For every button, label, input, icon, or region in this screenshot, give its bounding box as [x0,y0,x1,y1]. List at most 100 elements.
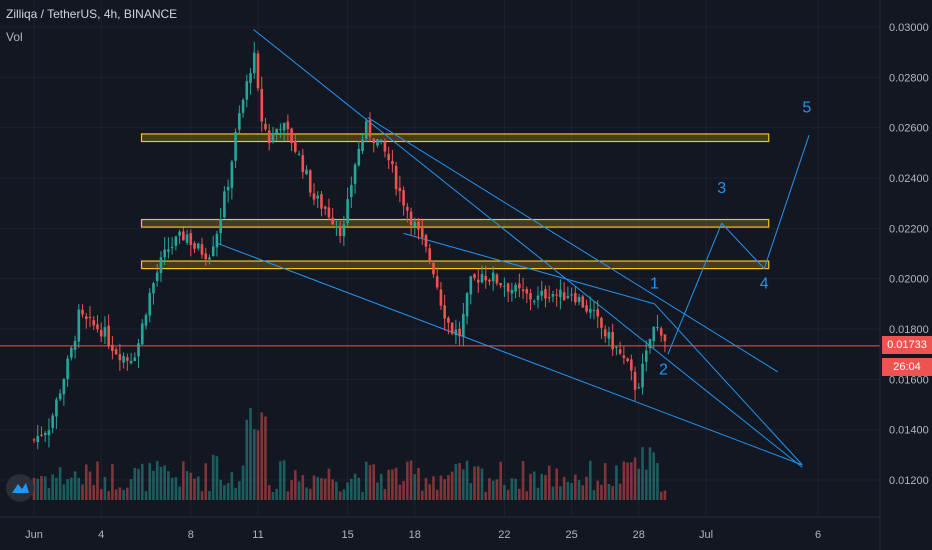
volume-bar [279,461,282,500]
volume-bar [648,447,652,500]
candle-body [428,248,432,262]
wave-label: 2 [659,361,668,378]
candle-body [320,194,323,209]
candle [223,186,226,219]
volume-bar [114,489,118,500]
candle [562,282,566,301]
volume-bar [577,480,581,500]
candle [126,353,129,371]
candle [488,278,491,286]
candle-body [424,235,428,247]
volume-bar [103,476,107,500]
volume-bar [618,483,622,500]
candle [327,198,331,220]
candle [144,312,148,330]
projection-path[interactable] [667,135,810,355]
candle [331,208,334,226]
volume-bar [47,488,51,500]
volume-bar [297,481,301,500]
candle-body [84,316,88,320]
trendlines[interactable] [217,29,803,468]
candle-body [88,316,92,318]
volume-bar [547,465,551,500]
candle [544,285,547,308]
candle [409,207,413,236]
candle-body [357,148,361,166]
volume-bar [301,475,305,500]
candle-body [618,349,622,354]
resistance-zones[interactable] [140,133,770,270]
candle [443,294,446,331]
volume-bar [96,461,99,500]
candle-body [297,153,301,155]
volume-bar [622,461,626,500]
candle-body [189,233,193,245]
volume-bar [200,491,204,500]
candle [532,299,536,305]
candle-body [484,275,488,281]
candle [155,264,159,287]
price-axis[interactable]: 0.03000 0.02800 0.02600 0.02400 0.02200 0.020… [889,22,929,487]
volume-bar [402,481,405,500]
candle-body [439,289,443,306]
candle [465,292,469,325]
candle-body [219,218,222,234]
trendline [403,232,655,305]
candle-body [178,231,181,236]
candle [585,299,588,314]
candle-body [577,296,581,303]
volume-bar [81,484,84,500]
volume-bar [391,469,394,500]
volume-bar [167,471,170,500]
x-tick-label: 11 [252,529,263,541]
volume-bar [286,491,290,500]
candle-body [144,315,148,326]
candle-body [122,355,125,363]
candle [652,326,656,349]
trendline [253,29,803,468]
volume-bar [140,463,144,500]
candle [473,273,476,281]
volume-indicator-label[interactable]: Vol [6,30,23,44]
candle-body [137,343,140,357]
volume-bar [469,483,473,500]
symbol-title[interactable]: Zilliqa / TetherUS, 4h, BINANCE [6,7,178,21]
volume-bar [338,491,342,500]
trendline [654,303,803,466]
candle-body [372,138,376,144]
volume-bar [559,486,562,500]
candle-body [615,346,618,348]
time-axis[interactable]: Jun 4 8 11 15 18 22 25 28 Jul 6 [25,529,821,541]
candle-body [413,221,417,227]
candle [559,279,562,310]
volume-bar [271,491,275,500]
candle [118,343,122,371]
volume-bar [99,489,103,500]
candle-body [376,139,379,146]
candle-body [66,358,69,380]
candle [368,112,372,142]
volume-bar [211,454,215,500]
candle [81,304,84,318]
candle-body [275,128,278,134]
candle [256,50,260,92]
volume-bar [118,487,122,500]
candle-body [391,161,394,165]
candle [518,273,521,298]
projection-line [667,135,810,355]
candle [469,275,473,305]
volume-bar [357,477,361,500]
candle [413,217,417,236]
volume-bar [626,462,629,500]
volume-bar [570,483,573,500]
candle [226,179,230,203]
candle-body [111,344,114,351]
candle-body [402,190,405,206]
volume-bar [170,477,174,500]
volume-bar [488,478,491,500]
candle [230,159,234,200]
candle [196,242,200,251]
candle [99,322,103,342]
candle-body [107,325,110,346]
